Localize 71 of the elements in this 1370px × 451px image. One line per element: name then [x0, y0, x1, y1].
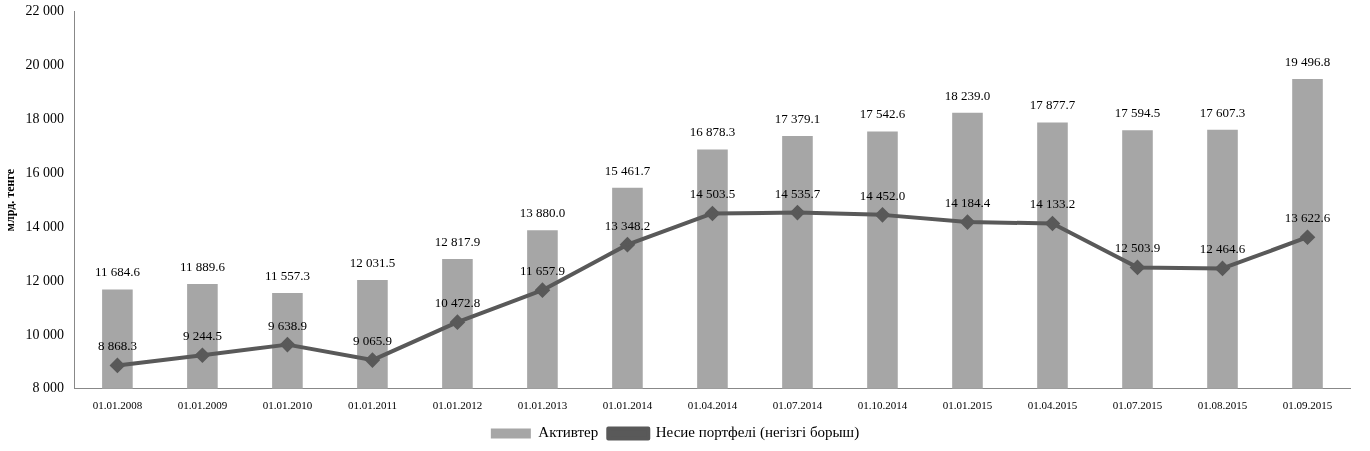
data-label: 13 348.2 [604, 217, 651, 233]
x-tick-label: 01.01.2008 [92, 399, 143, 412]
y-tick-label: 10 000 [25, 326, 64, 342]
data-label: 11 684.6 [94, 264, 141, 280]
point [620, 237, 635, 252]
x-tick-label: 01.07.2014 [772, 399, 823, 412]
data-label: 12 031.5 [349, 255, 396, 271]
y-axis-title: млрд. тенге [3, 168, 18, 232]
data-label: 11 889.6 [179, 258, 226, 274]
point [1215, 261, 1230, 276]
x-tick-label: 01.01.2012 [432, 399, 483, 412]
point [450, 315, 465, 330]
x-tick-label: 01.10.2014 [857, 399, 908, 412]
point [705, 206, 720, 221]
point [1045, 216, 1060, 231]
data-label: 19 496.8 [1284, 53, 1331, 69]
data-label: 11 557.3 [264, 267, 310, 283]
point [960, 215, 975, 230]
x-tick-label: 01.08.2015 [1197, 399, 1248, 412]
data-label: 14 133.2 [1029, 196, 1076, 212]
y-tick-label: 16 000 [25, 164, 64, 180]
point [1130, 260, 1145, 275]
x-tick-label: 01.07.2015 [1112, 399, 1163, 412]
y-tick-label: 18 000 [25, 110, 64, 126]
y-tick-label: 14 000 [25, 218, 64, 234]
data-label: 18 239.0 [944, 87, 991, 103]
y-tick-label: 8 000 [32, 380, 64, 396]
x-tick-label: 01.01.2014 [602, 399, 653, 412]
data-label: 9 065.9 [352, 332, 392, 348]
data-label: 17 607.3 [1199, 104, 1246, 120]
y-tick-label: 20 000 [25, 56, 64, 72]
point [365, 353, 380, 368]
data-label: 17 594.5 [1114, 105, 1161, 121]
data-label: 12 503.9 [1114, 240, 1161, 256]
x-tick-label: 01.01.2010 [262, 399, 313, 412]
y-tick-label: 22 000 [25, 3, 64, 19]
data-label: 12 464.6 [1199, 241, 1246, 257]
x-tick-label: 01.01.2015 [942, 399, 993, 412]
data-label: 17 877.7 [1029, 97, 1076, 113]
data-label: 16 878.3 [689, 124, 736, 140]
x-tick-label: 01.04.2015 [1027, 399, 1078, 412]
legend-label: Несие портфелі (негізгі борыш) [655, 424, 860, 442]
data-label: 12 817.9 [434, 233, 481, 249]
data-label: 17 542.6 [859, 106, 906, 122]
y-tick-label: 12 000 [25, 272, 64, 288]
data-label: 17 379.1 [774, 110, 821, 126]
data-label: 14 452.0 [859, 187, 906, 203]
point [280, 337, 295, 352]
x-tick-label: 01.04.2014 [687, 399, 738, 412]
point [110, 358, 125, 373]
data-label: 11 657.9 [519, 263, 565, 279]
legend-label: Активтер [538, 424, 599, 441]
point [1300, 230, 1315, 245]
data-label: 9 638.9 [267, 317, 307, 333]
data-label: 14 535.7 [774, 185, 821, 201]
data-label: 14 503.5 [689, 186, 736, 202]
data-label: 10 472.8 [434, 295, 481, 311]
point [790, 205, 805, 220]
data-label: 9 244.5 [182, 328, 222, 344]
point [195, 348, 210, 363]
x-tick-label: 01.01.2013 [517, 399, 568, 412]
point [875, 207, 890, 222]
data-label: 15 461.7 [604, 162, 651, 178]
point [535, 283, 550, 298]
data-label: 14 184.4 [944, 195, 991, 211]
x-tick-label: 01.01.2011 [347, 399, 397, 412]
data-label: 13 880.0 [519, 205, 566, 221]
data-label: 13 622.6 [1284, 210, 1331, 226]
x-tick-label: 01.01.2009 [177, 399, 228, 412]
data-label: 8 868.3 [97, 338, 137, 354]
x-tick-label: 01.09.2015 [1282, 399, 1333, 412]
